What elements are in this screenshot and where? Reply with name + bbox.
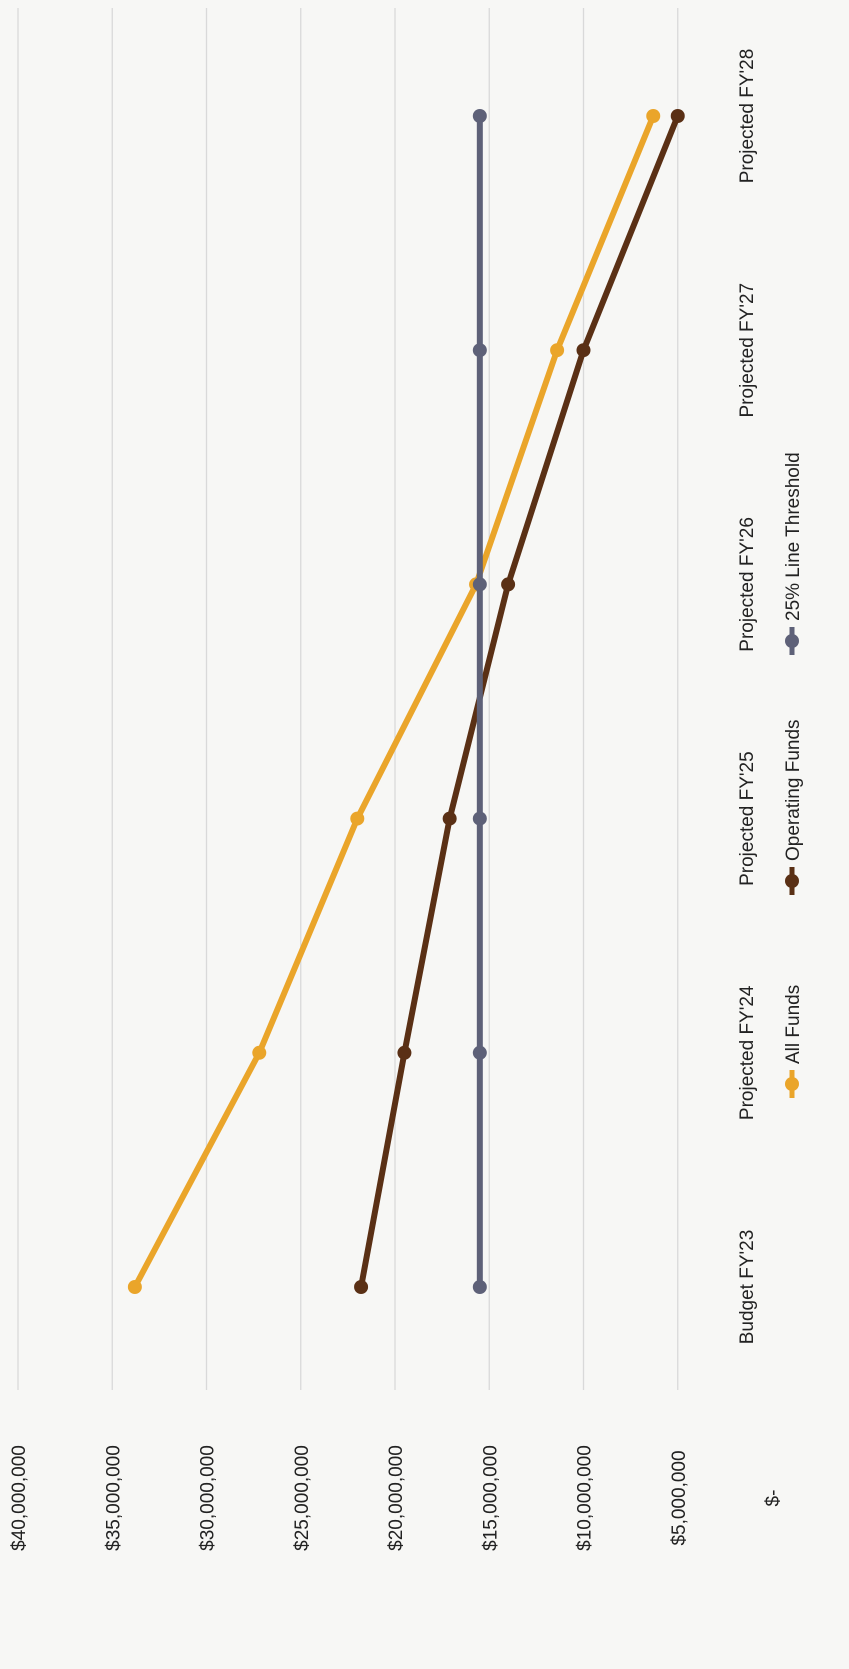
y-tick-label: $30,000,000	[198, 1445, 219, 1551]
x-tick-label: Projected FY'26	[737, 517, 758, 652]
y-axis-tick-labels: $- $5,000,000 $10,000,000 $15,000,000 $20,00…	[9, 1445, 784, 1551]
legend-label-25-line-threshold: 25% Line Threshold	[783, 452, 804, 621]
x-tick-label: Projected FY'24	[737, 985, 758, 1120]
data-point-25-line-threshold	[472, 811, 487, 826]
y-tick-label: $35,000,000	[103, 1445, 124, 1551]
x-axis-tick-labels: Budget FY'23 Projected FY'24 Projected FY'…	[737, 49, 758, 1345]
y-tick-label: $-	[763, 1490, 784, 1507]
data-point-operating-funds	[442, 811, 457, 826]
data-point-operating-funds	[670, 109, 685, 123]
series-lines	[127, 109, 685, 1294]
x-tick-label: Budget FY'23	[737, 1230, 758, 1345]
y-tick-label: $20,000,000	[386, 1445, 407, 1551]
data-point-operating-funds	[397, 1045, 412, 1060]
data-point-all-funds	[127, 1280, 142, 1294]
y-tick-label: $5,000,000	[669, 1450, 690, 1545]
data-point-25-line-threshold	[472, 343, 487, 358]
data-point-25-line-threshold	[472, 109, 487, 123]
legend: All Funds Operating Funds 25% Line Thresho…	[783, 452, 804, 1098]
data-point-all-funds	[252, 1045, 267, 1060]
x-tick-label: Projected FY'27	[737, 283, 758, 418]
x-tick-label: Projected FY'25	[737, 751, 758, 886]
data-point-25-line-threshold	[472, 1280, 487, 1294]
y-tick-label: $15,000,000	[480, 1445, 501, 1551]
data-point-25-line-threshold	[472, 1045, 487, 1060]
legend-label-all-funds: All Funds	[783, 985, 804, 1064]
legend-label-operating-funds: Operating Funds	[783, 719, 804, 861]
data-point-operating-funds	[501, 577, 516, 592]
data-point-operating-funds	[576, 343, 591, 358]
y-tick-label: $25,000,000	[292, 1445, 313, 1551]
series-line-operating-funds	[358, 113, 681, 1290]
legend-marker-25-line-threshold	[785, 634, 799, 648]
legend-marker-operating-funds	[785, 874, 799, 888]
data-point-25-line-threshold	[472, 577, 487, 592]
y-tick-label: $10,000,000	[575, 1445, 596, 1551]
data-point-operating-funds	[354, 1280, 369, 1294]
legend-marker-all-funds	[785, 1077, 799, 1091]
gridlines	[17, 8, 679, 1390]
series-line-all-funds	[131, 113, 657, 1290]
data-point-all-funds	[550, 343, 565, 358]
y-tick-label: $40,000,000	[9, 1445, 30, 1551]
data-point-all-funds	[646, 109, 661, 123]
data-point-all-funds	[350, 811, 365, 826]
x-tick-label: Projected FY'28	[737, 49, 758, 184]
